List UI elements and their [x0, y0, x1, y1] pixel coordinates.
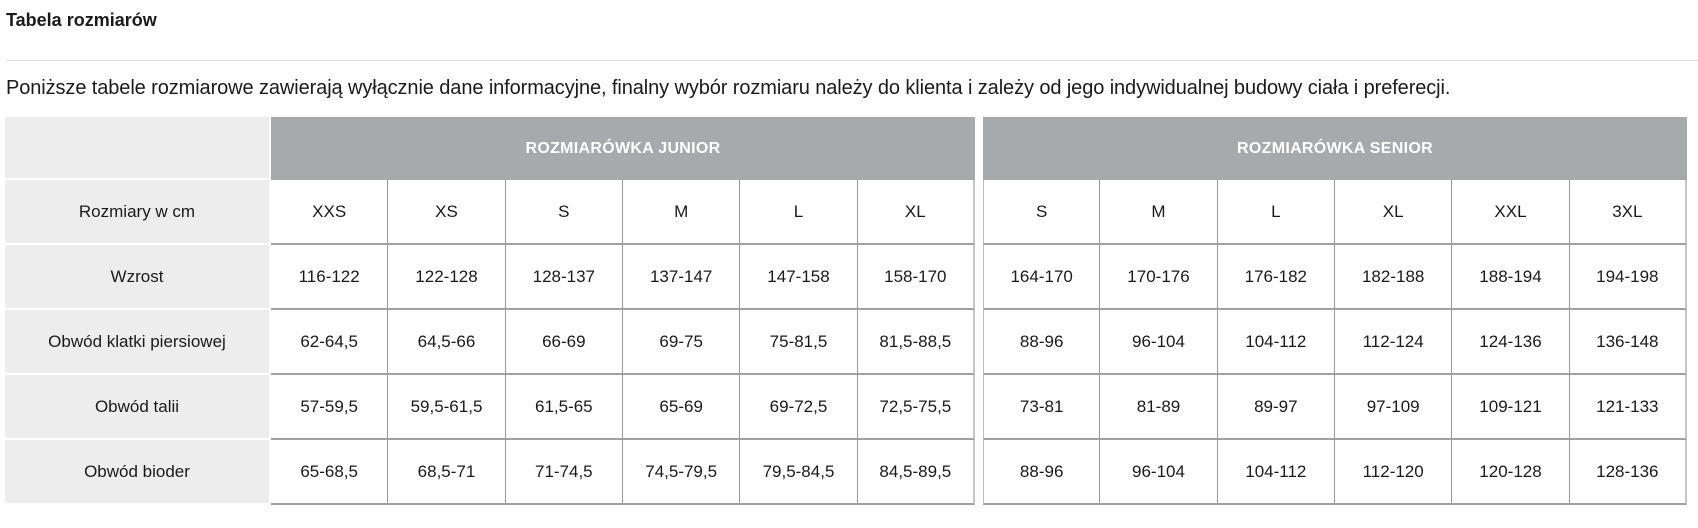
table-cell: 124-136: [1452, 310, 1570, 375]
junior-size-table: ROZMIARÓWKA JUNIOR Rozmiary w cm XXS XS S M L X…: [5, 117, 975, 505]
table-cell: 65-68,5: [271, 440, 389, 505]
table-cell: 79,5-84,5: [740, 440, 858, 505]
divider: [6, 60, 1698, 61]
table-cell: 97-109: [1335, 375, 1453, 440]
table-cell: 62-64,5: [271, 310, 389, 375]
table-cell: 128-137: [505, 245, 623, 310]
corner-cell: [5, 117, 271, 180]
table-cell: 68,5-71: [388, 440, 506, 505]
table-cell: 57-59,5: [271, 375, 389, 440]
size-header-cell: M: [623, 180, 741, 245]
junior-group-header: ROZMIARÓWKA JUNIOR: [271, 117, 975, 180]
table-cell: 65-69: [623, 375, 741, 440]
size-header-cell: 3XL: [1569, 180, 1687, 245]
table-cell: 122-128: [388, 245, 506, 310]
table-cell: 104-112: [1217, 440, 1335, 505]
table-cell: 75-81,5: [740, 310, 858, 375]
size-header-cell: S: [505, 180, 623, 245]
table-cell: 64,5-66: [388, 310, 506, 375]
table-cell: 121-133: [1569, 375, 1687, 440]
table-cell: 170-176: [1100, 245, 1218, 310]
row-label: Obwód bioder: [5, 440, 271, 505]
size-header-cell: M: [1100, 180, 1218, 245]
table-cell: 194-198: [1569, 245, 1687, 310]
table-cell: 66-69: [505, 310, 623, 375]
table-cell: 74,5-79,5: [623, 440, 741, 505]
table-cell: 81,5-88,5: [857, 310, 975, 375]
table-cell: 89-97: [1217, 375, 1335, 440]
table-cell: 84,5-89,5: [857, 440, 975, 505]
senior-size-table: ROZMIARÓWKA SENIOR S M L XL XXL 3XL 164-170 170-…: [983, 117, 1687, 505]
row-label: Obwód talii: [5, 375, 271, 440]
size-header-cell: L: [740, 180, 858, 245]
table-cell: 188-194: [1452, 245, 1570, 310]
size-header-cell: XXS: [271, 180, 389, 245]
page-title: Tabela rozmiarów: [6, 10, 157, 30]
table-cell: 128-136: [1569, 440, 1687, 505]
table-cell: 164-170: [983, 245, 1101, 310]
table-cell: 182-188: [1335, 245, 1453, 310]
table-cell: 109-121: [1452, 375, 1570, 440]
table-cell: 88-96: [983, 440, 1101, 505]
row-label: Obwód klatki piersiowej: [5, 310, 271, 375]
table-cell: 136-148: [1569, 310, 1687, 375]
table-cell: 120-128: [1452, 440, 1570, 505]
table-cell: 176-182: [1217, 245, 1335, 310]
table-cell: 73-81: [983, 375, 1101, 440]
table-cell: 116-122: [271, 245, 389, 310]
table-cell: 61,5-65: [505, 375, 623, 440]
table-cell: 112-124: [1335, 310, 1453, 375]
table-cell: 71-74,5: [505, 440, 623, 505]
table-cell: 112-120: [1335, 440, 1453, 505]
table-cell: 81-89: [1100, 375, 1218, 440]
size-header-cell: XXL: [1452, 180, 1570, 245]
table-cell: 96-104: [1100, 440, 1218, 505]
size-header-cell: XS: [388, 180, 506, 245]
intro-text: Poniższe tabele rozmiarowe zawierają wył…: [6, 77, 1451, 99]
table-cell: 96-104: [1100, 310, 1218, 375]
row-label: Rozmiary w cm: [5, 180, 271, 245]
size-header-cell: S: [983, 180, 1101, 245]
table-cell: 69-72,5: [740, 375, 858, 440]
size-header-cell: L: [1217, 180, 1335, 245]
table-cell: 137-147: [623, 245, 741, 310]
senior-group-header: ROZMIARÓWKA SENIOR: [983, 117, 1687, 180]
table-cell: 147-158: [740, 245, 858, 310]
table-cell: 158-170: [857, 245, 975, 310]
size-header-cell: XL: [1335, 180, 1453, 245]
table-cell: 88-96: [983, 310, 1101, 375]
row-label: Wzrost: [5, 245, 271, 310]
table-cell: 59,5-61,5: [388, 375, 506, 440]
table-cell: 72,5-75,5: [857, 375, 975, 440]
table-cell: 104-112: [1217, 310, 1335, 375]
table-cell: 69-75: [623, 310, 741, 375]
size-header-cell: XL: [857, 180, 975, 245]
